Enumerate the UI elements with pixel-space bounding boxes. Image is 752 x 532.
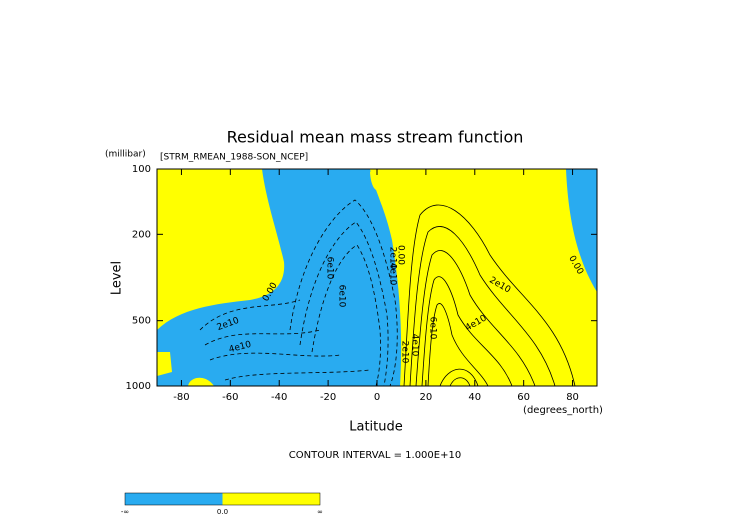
- x-tick-label: 80: [566, 392, 579, 403]
- contour-line: [427, 303, 489, 387]
- positive-region: [157, 352, 172, 376]
- contour-label: 6e10: [325, 257, 335, 280]
- y-units: (millibar): [105, 150, 146, 160]
- contour-label: 2e10: [388, 247, 398, 270]
- x-tick-label: 60: [517, 392, 530, 403]
- y-tick-label: 200: [132, 229, 151, 240]
- contour-label: 4e10: [410, 334, 420, 357]
- footnote: CONTOUR INTERVAL = 1.000E+10: [289, 450, 461, 461]
- contour-line: [415, 250, 536, 387]
- positive-region: [370, 170, 383, 191]
- positive-region: [157, 169, 285, 330]
- subtitle: [STRM_RMEAN_1988-SON_NCEP]: [160, 153, 308, 163]
- contour-line: [409, 226, 556, 387]
- contour-line: [204, 329, 321, 346]
- contour-label: 6e10: [337, 285, 347, 308]
- contour-line: [421, 276, 513, 387]
- colorbar-frame: [124, 492, 321, 506]
- contour-label: 4e10: [388, 263, 398, 286]
- x-tick-label: 0: [374, 392, 380, 403]
- plot-area: 0.000.00 0.002e104e106e106e102e104e102e10…: [157, 169, 597, 387]
- colorbar-label: ∞: [317, 508, 323, 516]
- contour-line: [224, 369, 371, 381]
- x-tick-label: -80: [173, 392, 189, 403]
- contour-line: [311, 244, 381, 387]
- colorbar-label: -∞: [121, 508, 129, 516]
- x-tick-label: -20: [320, 392, 336, 403]
- contour-line: [439, 368, 479, 387]
- y-tick-label: 100: [132, 164, 151, 175]
- x-label: Latitude: [349, 420, 403, 435]
- positive-region: [370, 169, 597, 386]
- contour-line: [289, 199, 398, 387]
- y-tick-label: 500: [132, 316, 151, 327]
- contour-label: 0.00: [396, 245, 406, 265]
- x-tick-label: -60: [222, 392, 238, 403]
- positive-region: [188, 377, 214, 386]
- colorbar-label: 0.0: [217, 508, 228, 516]
- y-label: Level: [110, 261, 125, 295]
- x-tick-label: -40: [271, 392, 287, 403]
- colorbar-positive: [222, 493, 320, 505]
- x-units: (degrees_north): [523, 405, 603, 416]
- contour-line: [299, 221, 389, 387]
- colorbar-negative: [125, 493, 223, 505]
- contour-line: [209, 352, 341, 361]
- y-tick-label: 1000: [126, 381, 151, 392]
- contour-line: [449, 377, 471, 387]
- contour-label: 6e10: [428, 317, 438, 340]
- contour-line: [403, 204, 576, 387]
- chart-title: Residual mean mass stream function: [227, 128, 524, 147]
- x-tick-label: 20: [420, 392, 433, 403]
- x-tick-label: 40: [468, 392, 481, 403]
- contour-label: 2e10: [400, 341, 410, 364]
